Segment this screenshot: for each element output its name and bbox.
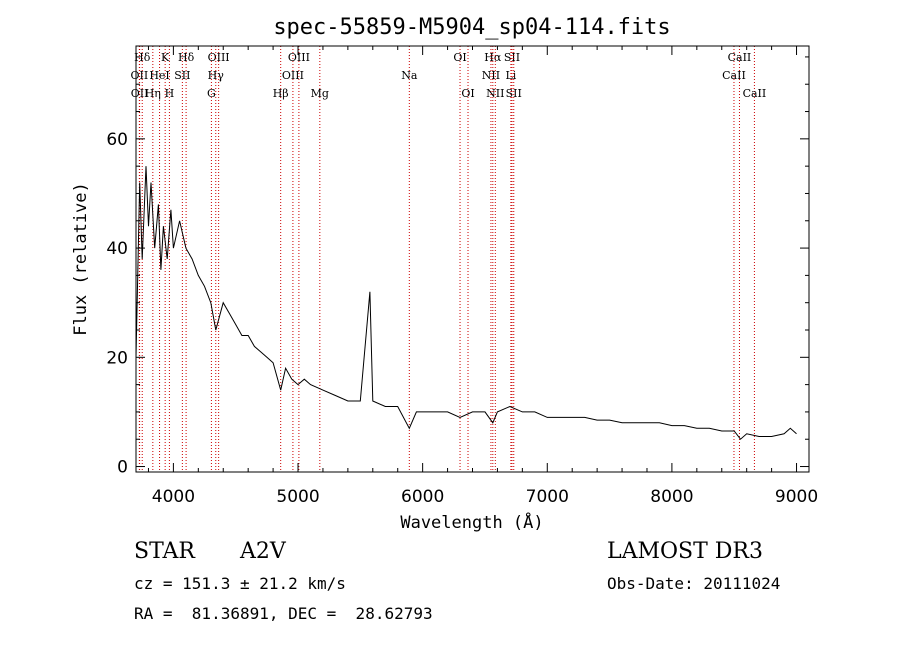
marker-label-22: Hβ	[273, 87, 289, 100]
observation-date: Obs-Date: 20111024	[607, 574, 781, 593]
y-tick-label-2: 40	[106, 239, 128, 259]
y-tick-label-1: 20	[106, 348, 128, 368]
marker-label-18: OII	[131, 87, 149, 100]
chart-title: spec-55859-M5904_sp04-114.fits	[273, 15, 670, 40]
marker-label-1: K	[161, 51, 170, 64]
marker-label-19: Hη	[145, 87, 161, 100]
marker-label-8: CaII	[728, 51, 752, 64]
series-layer	[135, 166, 797, 440]
marker-label-13: OIII	[282, 69, 304, 82]
marker-label-12: Hγ	[208, 69, 225, 82]
marker-label-6: Hα	[484, 51, 502, 64]
object-class: STAR	[134, 539, 195, 564]
marker-label-4: OIII	[288, 51, 310, 64]
marker-label-23: Mg	[311, 87, 329, 100]
redshift-value: cz = 151.3 ± 21.2 km/s	[134, 574, 346, 593]
marker-label-10: HeI	[149, 69, 169, 82]
x-tick-label-5: 9000	[775, 487, 818, 507]
y-axis-label: Flux (relative)	[71, 182, 91, 336]
marker-label-24: OI	[461, 87, 474, 100]
marker-label-21: G	[207, 87, 216, 100]
axis-ticks: 4000 5000 6000 7000 8000 9000 0 20 40 60	[106, 46, 818, 507]
x-tick-label-0: 4000	[152, 487, 195, 507]
x-tick-label-2: 6000	[401, 487, 444, 507]
marker-label-2: Hδ	[178, 51, 195, 64]
marker-label-27: CaII	[743, 87, 767, 100]
marker-label-16: Li	[505, 69, 516, 82]
x-tick-label-4: 8000	[650, 487, 693, 507]
x-tick-label-3: 7000	[526, 487, 569, 507]
y-tick-label-0: 0	[117, 458, 128, 478]
marker-label-26: SII	[506, 87, 522, 100]
marker-label-5: OI	[453, 51, 466, 64]
marker-label-7: SII	[504, 51, 520, 64]
marker-label-9: OII	[131, 69, 149, 82]
marker-label-11: SII	[174, 69, 190, 82]
y-tick-label-3: 60	[106, 130, 128, 150]
series-line-0	[135, 166, 797, 440]
marker-label-14: Na	[401, 69, 418, 82]
marker-label-17: CaII	[722, 69, 746, 82]
marker-label-25: NII	[486, 87, 504, 100]
spectral-subclass: A2V	[240, 539, 286, 564]
coordinates: RA = 81.36891, DEC = 28.62793	[134, 604, 433, 623]
x-axis-label: Wavelength (Å)	[400, 511, 543, 533]
survey-name: LAMOST DR3	[607, 539, 763, 564]
marker-label-20: H	[165, 87, 175, 100]
x-tick-label-1: 5000	[276, 487, 319, 507]
plot-frame	[135, 45, 810, 473]
marker-label-3: OIII	[208, 51, 230, 64]
marker-label-0: Hδ	[134, 51, 151, 64]
marker-label-15: NII	[482, 69, 500, 82]
